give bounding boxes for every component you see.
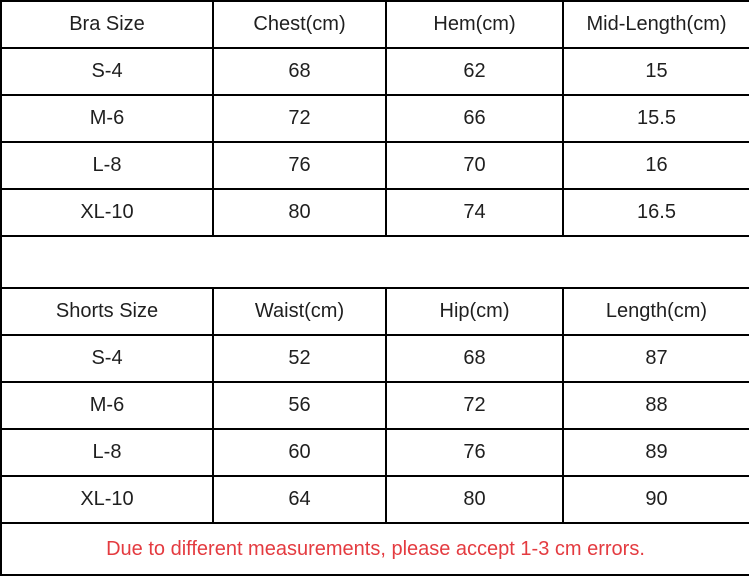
length-cell: 88 <box>562 381 749 430</box>
hip-cell: 76 <box>385 428 564 477</box>
chest-cell: 68 <box>212 47 387 96</box>
waist-cell: 56 <box>212 381 387 430</box>
bra-row-m: M-6 72 66 15.5 <box>0 94 749 143</box>
mid-length-cell: 16 <box>562 141 749 190</box>
length-cell: 89 <box>562 428 749 477</box>
waist-cell: 60 <box>212 428 387 477</box>
hem-column-header: Hem(cm) <box>385 0 564 49</box>
chest-cell: 72 <box>212 94 387 143</box>
shorts-header-row: Shorts Size Waist(cm) Hip(cm) Length(cm) <box>0 287 749 336</box>
measurement-note-row: Due to different measurements, please ac… <box>0 522 749 576</box>
size-cell: XL-10 <box>0 475 214 524</box>
hem-cell: 62 <box>385 47 564 96</box>
bra-row-l: L-8 76 70 16 <box>0 141 749 190</box>
waist-cell: 52 <box>212 334 387 383</box>
waist-cell: 64 <box>212 475 387 524</box>
chest-cell: 80 <box>212 188 387 237</box>
mid-length-cell: 15 <box>562 47 749 96</box>
size-cell: XL-10 <box>0 188 214 237</box>
length-cell: 87 <box>562 334 749 383</box>
length-cell: 90 <box>562 475 749 524</box>
hip-cell: 80 <box>385 475 564 524</box>
mid-length-column-header: Mid-Length(cm) <box>562 0 749 49</box>
hem-cell: 74 <box>385 188 564 237</box>
size-cell: L-8 <box>0 141 214 190</box>
hip-cell: 68 <box>385 334 564 383</box>
mid-length-cell: 16.5 <box>562 188 749 237</box>
bra-header-row: Bra Size Chest(cm) Hem(cm) Mid-Length(cm… <box>0 0 749 49</box>
size-cell: S-4 <box>0 47 214 96</box>
measurement-note: Due to different measurements, please ac… <box>0 522 749 576</box>
size-cell: L-8 <box>0 428 214 477</box>
chest-cell: 76 <box>212 141 387 190</box>
shorts-row-s: S-4 52 68 87 <box>0 334 749 383</box>
section-spacer-row <box>0 235 749 289</box>
hem-cell: 70 <box>385 141 564 190</box>
shorts-row-l: L-8 60 76 89 <box>0 428 749 477</box>
bra-size-column-header: Bra Size <box>0 0 214 49</box>
size-cell: M-6 <box>0 381 214 430</box>
waist-column-header: Waist(cm) <box>212 287 387 336</box>
chest-column-header: Chest(cm) <box>212 0 387 49</box>
size-cell: M-6 <box>0 94 214 143</box>
size-cell: S-4 <box>0 334 214 383</box>
bra-row-s: S-4 68 62 15 <box>0 47 749 96</box>
bra-row-xl: XL-10 80 74 16.5 <box>0 188 749 237</box>
shorts-row-m: M-6 56 72 88 <box>0 381 749 430</box>
hip-column-header: Hip(cm) <box>385 287 564 336</box>
shorts-size-column-header: Shorts Size <box>0 287 214 336</box>
hem-cell: 66 <box>385 94 564 143</box>
spacer-cell <box>0 235 749 289</box>
shorts-row-xl: XL-10 64 80 90 <box>0 475 749 524</box>
mid-length-cell: 15.5 <box>562 94 749 143</box>
length-column-header: Length(cm) <box>562 287 749 336</box>
hip-cell: 72 <box>385 381 564 430</box>
